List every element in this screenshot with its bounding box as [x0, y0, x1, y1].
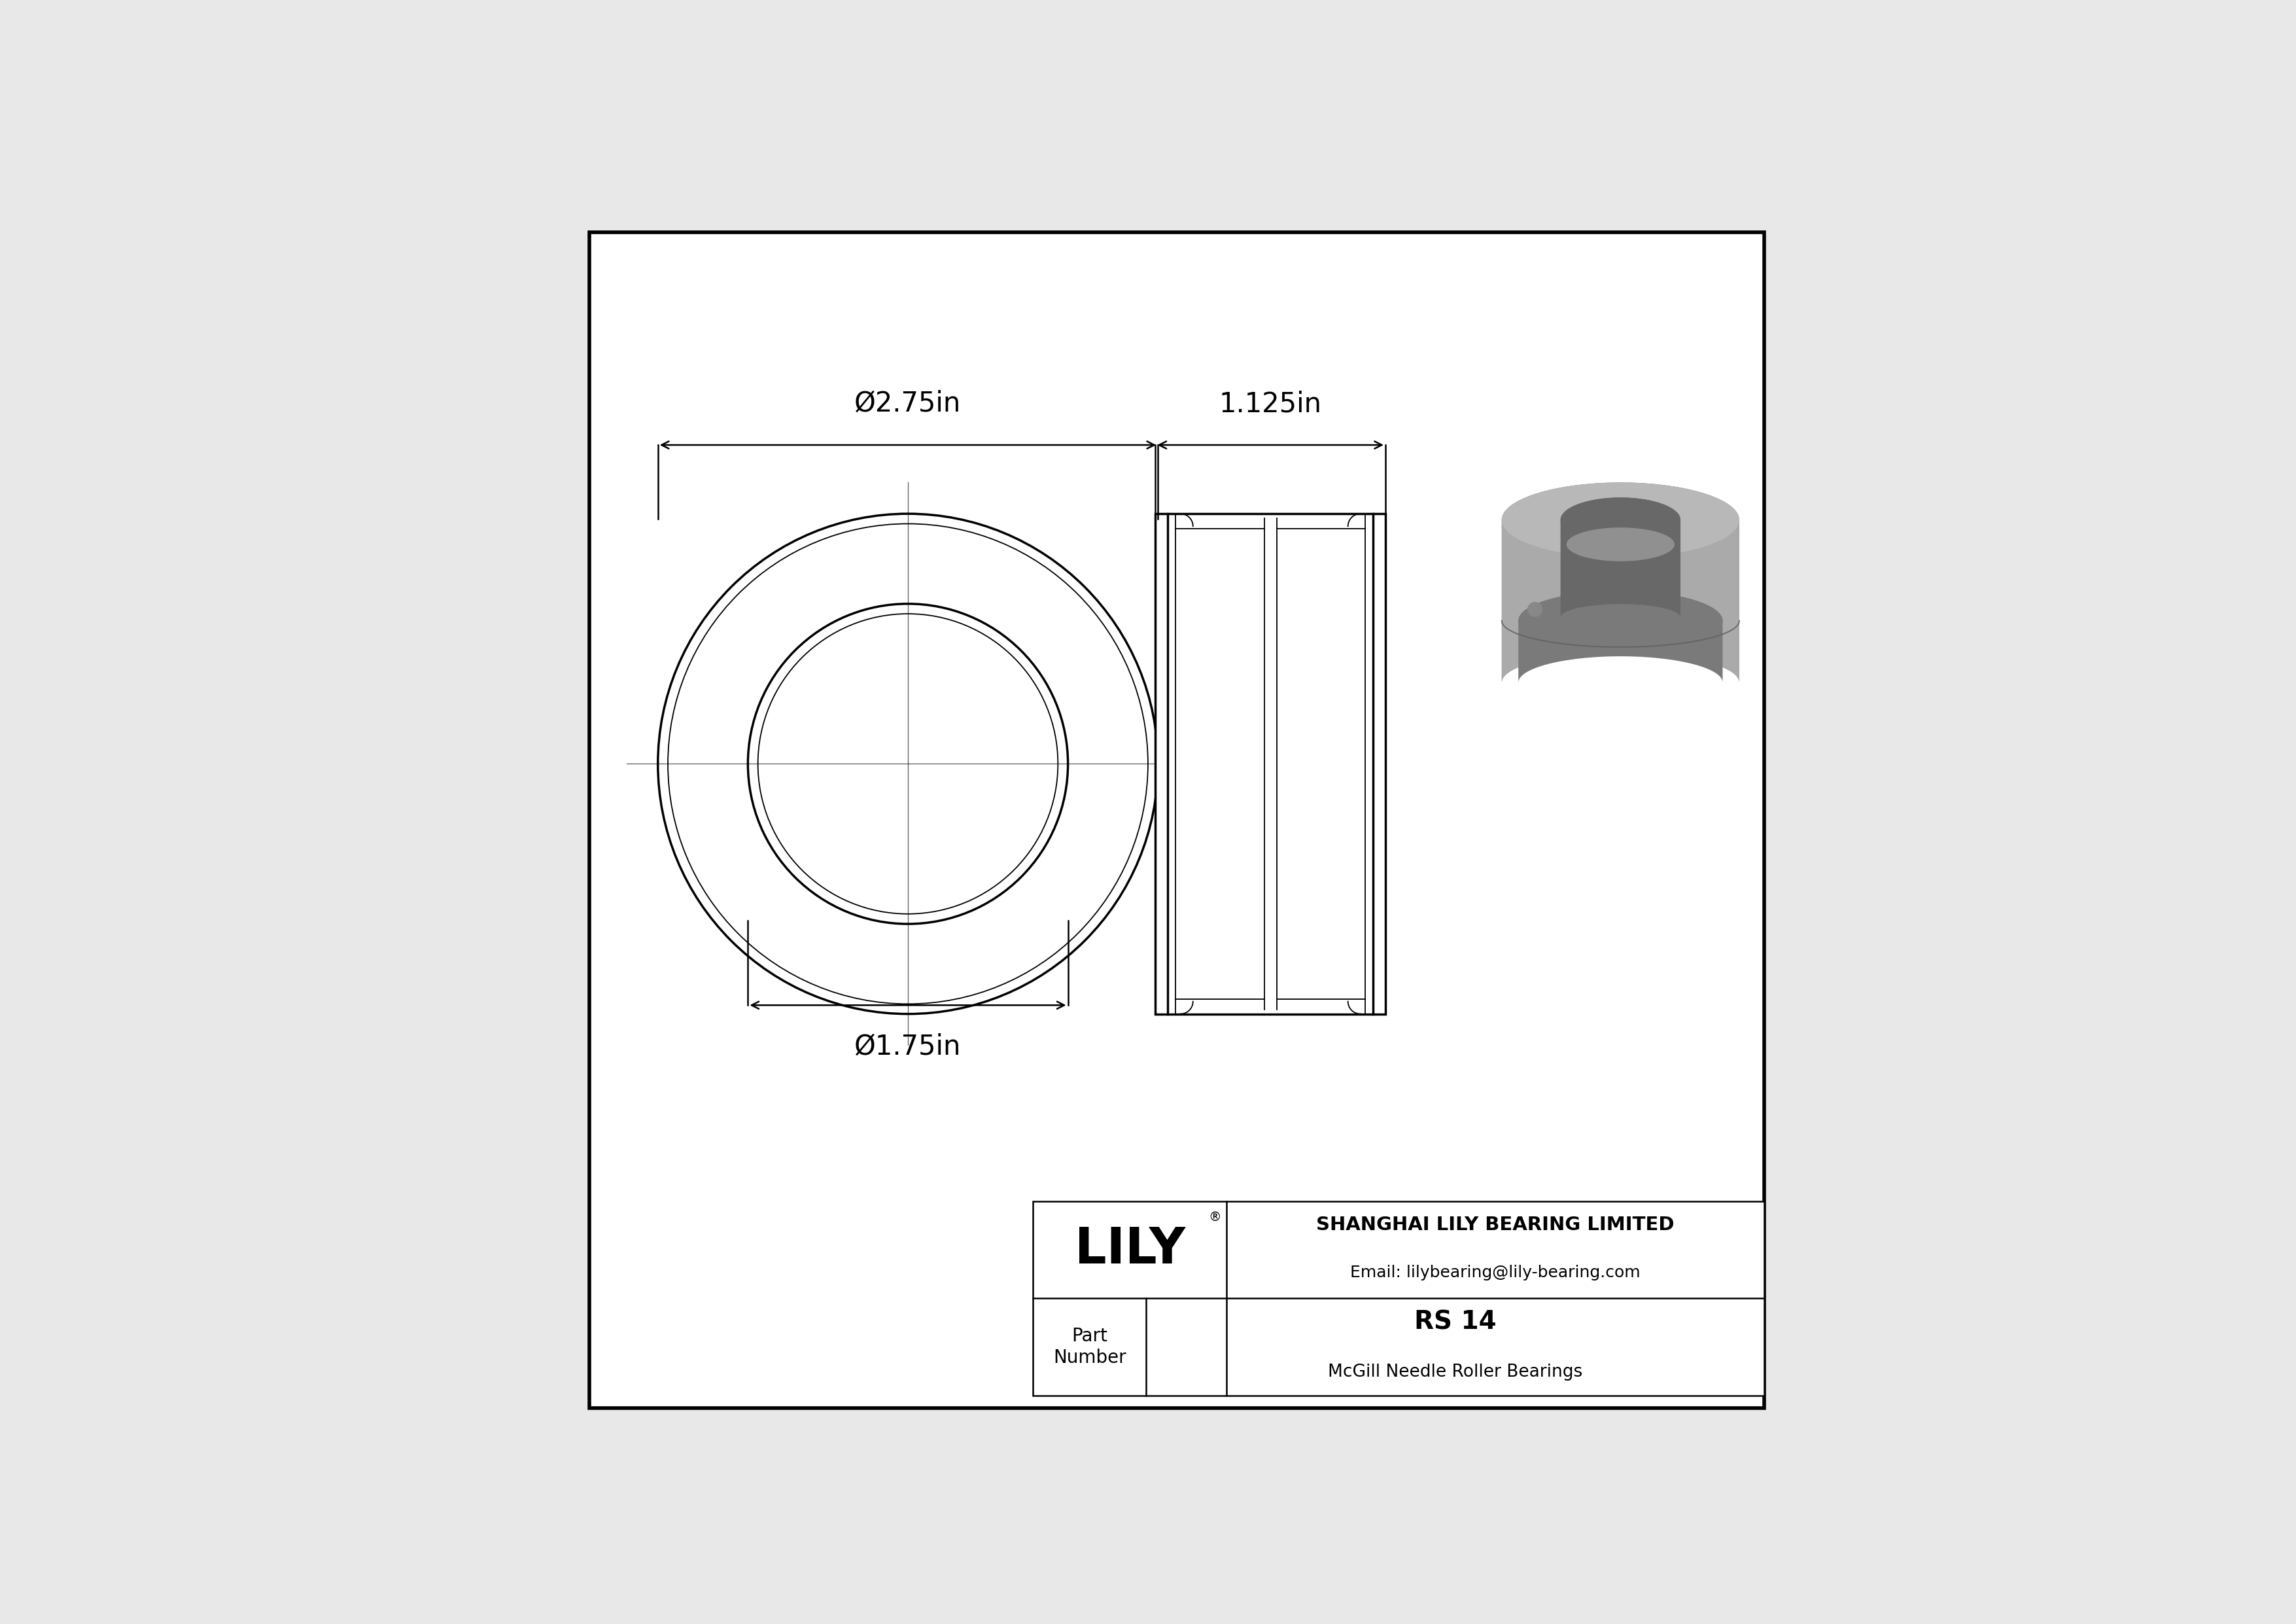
Polygon shape [1502, 482, 1740, 682]
Ellipse shape [1518, 591, 1722, 651]
Text: Part
Number: Part Number [1054, 1327, 1125, 1367]
Bar [1155, 513, 1384, 1013]
Text: Email: lilybearing@lily-bearing.com: Email: lilybearing@lily-bearing.com [1350, 1265, 1642, 1280]
Text: ®: ® [1208, 1212, 1221, 1223]
Polygon shape [1561, 497, 1681, 617]
Text: RS 14: RS 14 [1414, 1309, 1497, 1335]
Bar [1033, 1202, 1763, 1395]
Text: SHANGHAI LILY BEARING LIMITED: SHANGHAI LILY BEARING LIMITED [1316, 1216, 1674, 1234]
Ellipse shape [1566, 528, 1674, 562]
Text: Ø1.75in: Ø1.75in [854, 1033, 962, 1060]
Polygon shape [1518, 591, 1722, 682]
Polygon shape [1502, 482, 1740, 682]
Text: Ø2.75in: Ø2.75in [854, 390, 962, 417]
Text: McGill Needle Roller Bearings: McGill Needle Roller Bearings [1327, 1364, 1582, 1380]
Text: 1.125in: 1.125in [1219, 390, 1322, 417]
Ellipse shape [1502, 482, 1740, 557]
Text: LILY: LILY [1075, 1226, 1185, 1275]
Ellipse shape [1561, 497, 1681, 542]
Circle shape [1527, 603, 1543, 617]
